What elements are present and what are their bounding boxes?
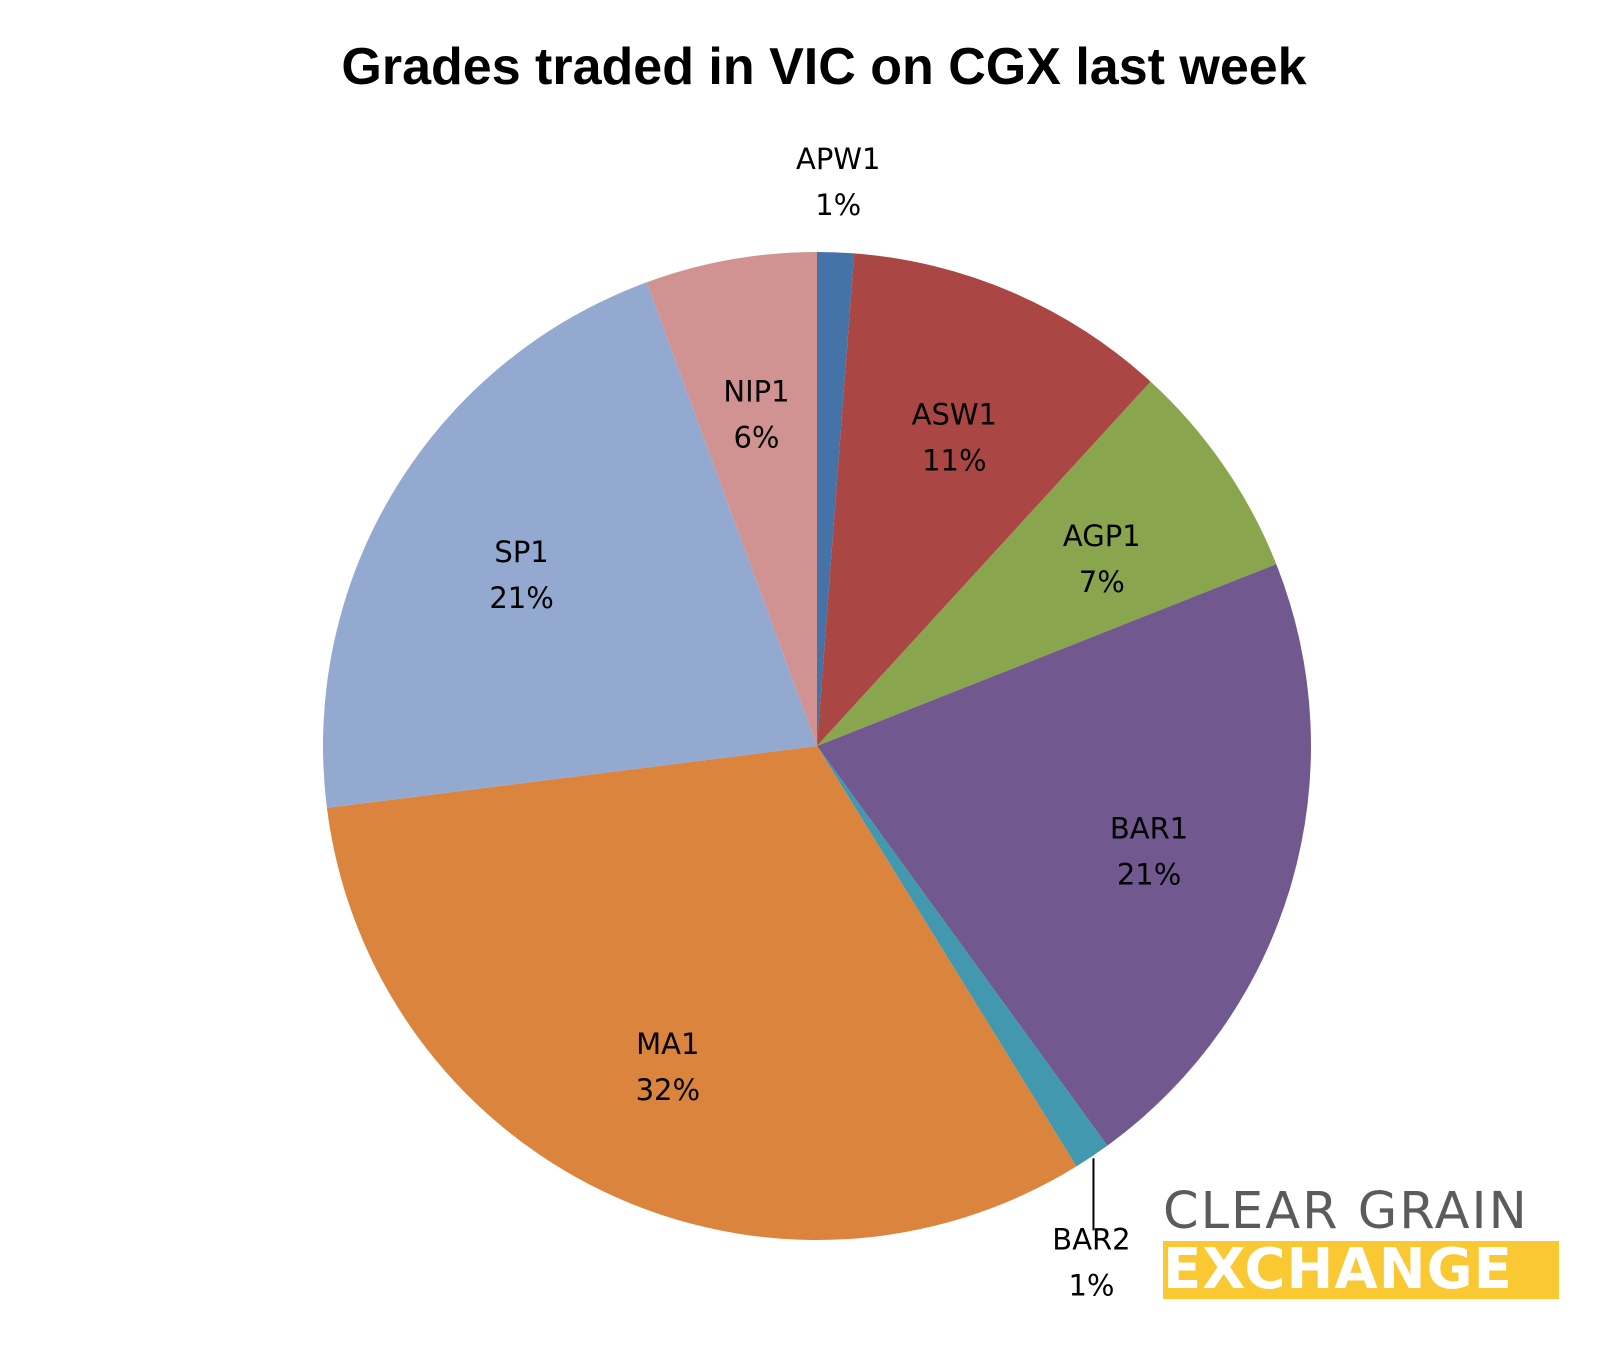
data-label-name-ma1: MA1 bbox=[636, 1027, 699, 1061]
chart-title: Grades traded in VIC on CGX last week bbox=[341, 38, 1306, 96]
data-label-percent-apw1: 1% bbox=[815, 188, 861, 222]
data-label-name-sp1: SP1 bbox=[494, 535, 548, 569]
pie-data-labels: APW1 1% ASW1 11% AGP1 7% BAR1 21% BAR2 1% MA1 32% SP… bbox=[489, 142, 1188, 1302]
logo-line1: CLEAR GRAIN bbox=[1163, 1182, 1529, 1241]
pie-slice-sp1 bbox=[322, 282, 817, 808]
data-label-name-nip1: NIP1 bbox=[723, 375, 789, 409]
data-label-percent-agp1: 7% bbox=[1079, 565, 1125, 599]
data-label-percent-sp1: 21% bbox=[489, 581, 553, 615]
clear-grain-exchange-logo: CLEAR GRAIN EXCHANGE bbox=[1163, 1185, 1559, 1299]
pie-slice-nip1 bbox=[646, 252, 817, 746]
data-label-percent-ma1: 32% bbox=[636, 1073, 700, 1107]
logo-line2: EXCHANGE bbox=[1163, 1241, 1559, 1299]
data-label-name-apw1: APW1 bbox=[796, 142, 880, 176]
pie-slice-asw1 bbox=[817, 253, 1151, 746]
data-label-percent-nip1: 6% bbox=[733, 421, 779, 455]
pie-slice-bar2 bbox=[817, 746, 1108, 1167]
data-label-percent-bar1: 21% bbox=[1117, 857, 1181, 891]
pie-slices bbox=[322, 252, 1312, 1240]
pie-slice-apw1 bbox=[817, 252, 855, 746]
data-label-name-bar2: BAR2 bbox=[1052, 1222, 1130, 1256]
pie-slice-ma1 bbox=[326, 746, 1077, 1240]
pie-slice-agp1 bbox=[817, 381, 1277, 746]
data-label-name-agp1: AGP1 bbox=[1063, 519, 1141, 553]
data-label-percent-asw1: 11% bbox=[922, 444, 986, 478]
data-label-name-asw1: ASW1 bbox=[912, 398, 997, 432]
data-label-name-bar1: BAR1 bbox=[1110, 811, 1188, 845]
data-label-percent-bar2: 1% bbox=[1068, 1268, 1114, 1302]
pie-slice-bar1 bbox=[817, 564, 1312, 1146]
